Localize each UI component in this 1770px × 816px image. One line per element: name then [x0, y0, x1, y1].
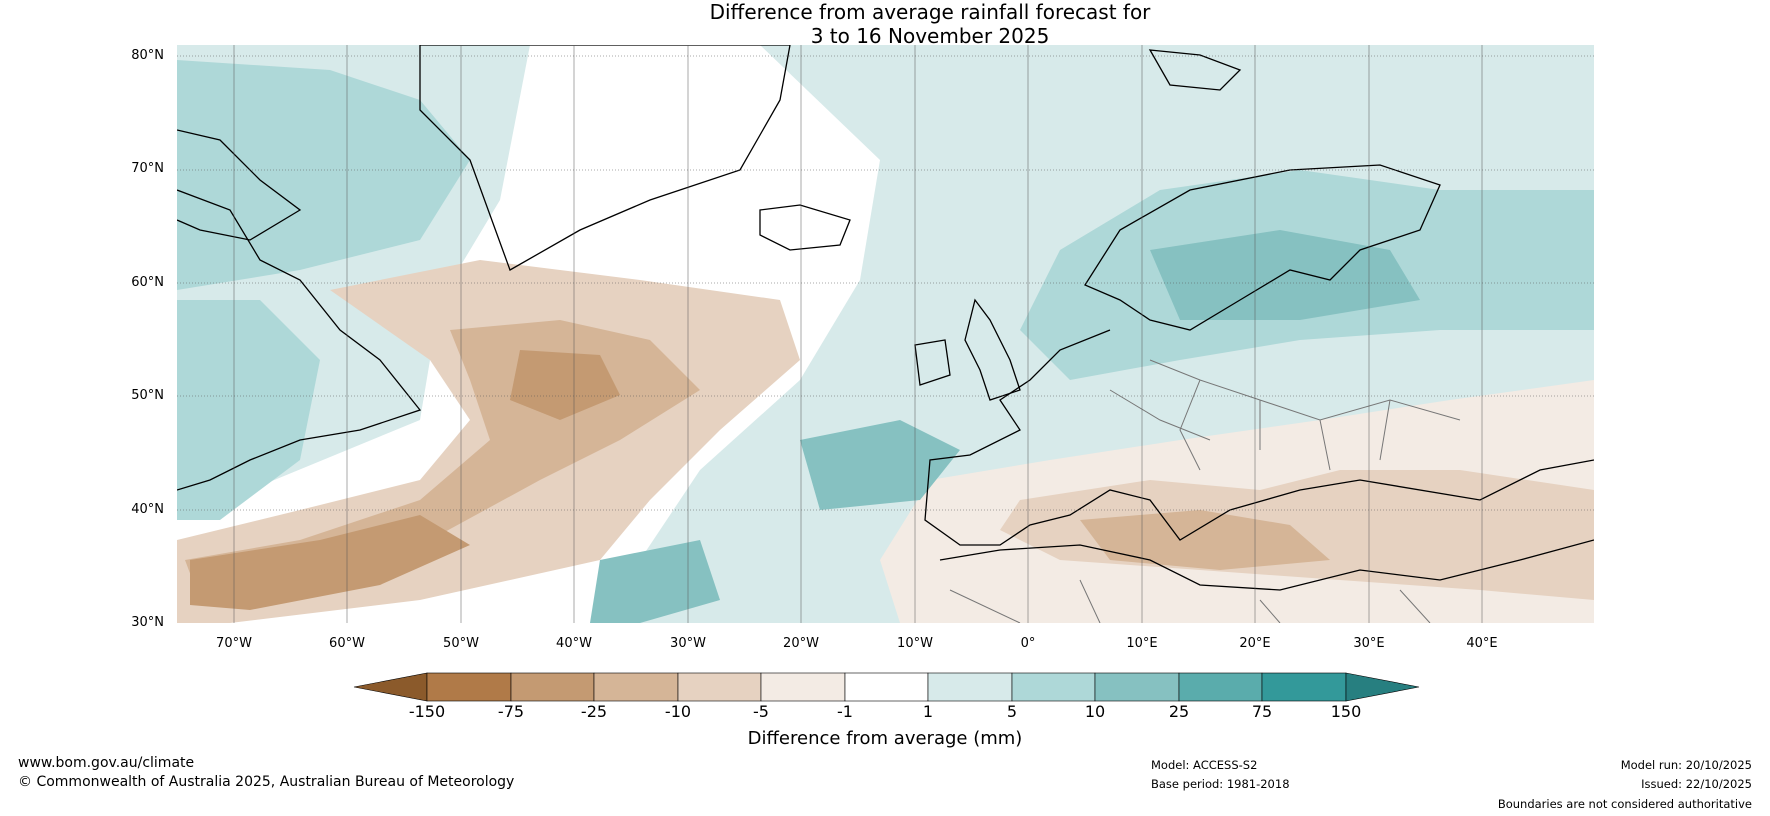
lon-label-20w: 20°W	[783, 636, 819, 651]
issued-text: Issued: 22/10/2025	[1641, 777, 1752, 791]
colorbar-tick-4: -10	[664, 702, 692, 721]
scandinavia-coastline	[1084, 164, 1441, 331]
disclaimer-text: Boundaries are not considered authoritat…	[1497, 797, 1752, 811]
north-africa-coastline	[939, 539, 1594, 591]
lon-label-30e: 30°E	[1353, 636, 1385, 651]
lon-label-10e: 10°E	[1126, 636, 1158, 651]
colorbar-tick-5: -5	[753, 702, 769, 721]
iceland-coastline	[759, 204, 851, 251]
lon-label-60w: 60°W	[329, 636, 365, 651]
map-title: Difference from average rainfall forecas…	[0, 0, 1770, 48]
colorbar-tick-9: 10	[1084, 702, 1106, 721]
svalbard-coastline	[1148, 49, 1242, 91]
lon-label-40w: 40°W	[556, 636, 592, 651]
graticule	[177, 55, 1594, 511]
map-field	[177, 45, 1594, 623]
colorbar-swatch-7	[927, 672, 1013, 702]
lat-label-80n: 80°N	[131, 48, 164, 63]
iberia-offshore-wet-patch	[800, 420, 960, 510]
colorbar-tick-7: 1	[922, 702, 934, 721]
base-period-text: Base period: 1981-2018	[1151, 777, 1290, 791]
greenland-coastline	[419, 45, 791, 271]
canada-coastline	[177, 129, 302, 241]
driest-atlantic-patch	[510, 350, 620, 420]
model-run-text: Model run: 20/10/2025	[1620, 758, 1752, 772]
lat-label-50n: 50°N	[131, 388, 164, 403]
subtropical-dry-patch	[190, 515, 470, 610]
colorbar-tick-1: -150	[408, 702, 446, 721]
colorbar-swatch-8	[1011, 672, 1096, 702]
lon-label-50w: 50°W	[443, 636, 479, 651]
lon-label-20e: 20°E	[1239, 636, 1271, 651]
labrador-wet-region	[177, 60, 470, 290]
lat-label-30n: 30°N	[131, 615, 164, 630]
colorbar-swatch-3	[593, 672, 679, 702]
lon-label-30w: 30°W	[670, 636, 706, 651]
lat-label-70n: 70°N	[131, 161, 164, 176]
north-america-coastline	[177, 189, 422, 491]
lon-label-10w: 10°W	[897, 636, 933, 651]
colorbar-tick-11: 75	[1251, 702, 1273, 721]
lat-label-60n: 60°N	[131, 275, 164, 290]
colorbar-tick-8: 5	[1006, 702, 1018, 721]
lon-label-0: 0°	[1020, 636, 1036, 651]
website-link[interactable]: www.bom.gov.au/climate	[18, 755, 195, 771]
colorbar-tick-12: 150	[1330, 702, 1362, 721]
colorbar-swatch-6	[844, 672, 929, 702]
colorbar-swatch-4	[677, 672, 762, 702]
lon-label-70w: 70°W	[216, 636, 252, 651]
greece-dry-patch	[1080, 510, 1330, 570]
ireland-coastline	[914, 339, 951, 386]
europe-coastline	[924, 329, 1594, 546]
title-line-1: Difference from average rainfall forecas…	[709, 0, 1151, 24]
lat-label-40n: 40°N	[131, 502, 164, 517]
colorbar-tick-3: -25	[580, 702, 608, 721]
colorbar-extend-low	[353, 672, 428, 702]
meridians	[233, 45, 1483, 623]
colorbar-title: Difference from average (mm)	[747, 728, 1023, 749]
colorbar-swatch-1	[426, 672, 512, 702]
colorbar-swatch-10	[1178, 672, 1263, 702]
africa-borders	[949, 579, 1431, 623]
copyright-text: © Commonwealth of Australia 2025, Austra…	[18, 774, 515, 790]
country-borders	[1109, 359, 1461, 471]
nw-atlantic-wet-region	[177, 300, 320, 520]
subtropical-wet-patch	[590, 540, 720, 623]
lon-label-40e: 40°E	[1466, 636, 1498, 651]
britain-coastline	[964, 298, 1021, 401]
colorbar-tick-10: 25	[1168, 702, 1190, 721]
colorbar-swatch-11	[1261, 672, 1347, 702]
colorbar-tick-2: -75	[497, 702, 525, 721]
scandinavia-wetter-patch	[1150, 230, 1420, 320]
colorbar-tick-6: -1	[837, 702, 853, 721]
colorbar-swatch-9	[1094, 672, 1180, 702]
colorbar-extend-high	[1345, 672, 1420, 702]
title-line-2: 3 to 16 November 2025	[810, 24, 1050, 48]
colorbar-swatch-2	[510, 672, 595, 702]
colorbar	[353, 672, 1420, 702]
colorbar-swatch-5	[760, 672, 846, 702]
model-text: Model: ACCESS-S2	[1151, 758, 1258, 772]
